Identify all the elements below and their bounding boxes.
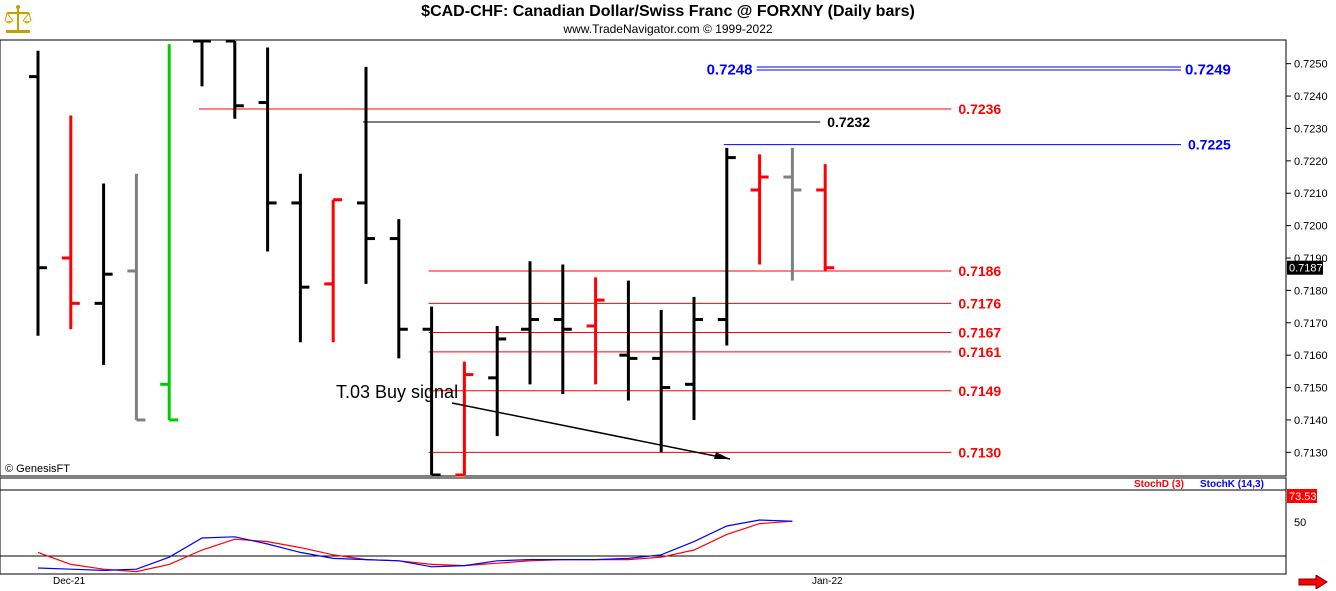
level-label-1: 0.7232 xyxy=(827,114,870,130)
level-label-6: 0.7161 xyxy=(958,344,1001,360)
ohlc-bar-2 xyxy=(94,183,113,365)
ohlc-bar-3 xyxy=(127,173,146,422)
ohlc-bar-22 xyxy=(750,154,769,265)
level-label-2: 0.7225 xyxy=(1188,137,1231,153)
current-price-box xyxy=(1287,260,1323,275)
y-tick-label-2: 0.7150 xyxy=(1294,383,1328,395)
y-tick-label-0: 0.7130 xyxy=(1294,447,1328,459)
buy-signal-arrow xyxy=(451,402,731,460)
stoch-k-line xyxy=(37,519,793,572)
level-label-4: 0.7176 xyxy=(958,295,1001,311)
x-label-dec: Dec-21 xyxy=(53,576,86,587)
chart-subtitle: www.TradeNavigator.com © 1999-2022 xyxy=(563,22,773,36)
ohlc-bar-19 xyxy=(652,309,671,453)
ohlc-bar-21 xyxy=(717,147,736,346)
scales-logo-icon xyxy=(4,5,32,33)
y-tick-label-9: 0.7220 xyxy=(1294,156,1328,168)
target-label-left: 0.7248 xyxy=(707,62,753,79)
chart-title: $CAD-CHF: Canadian Dollar/Swiss Franc @ … xyxy=(421,3,915,20)
scroll-right-arrow-icon[interactable] xyxy=(1298,575,1328,589)
x-label-jan: Jan-22 xyxy=(812,576,843,587)
chart-header: $CAD-CHF: Canadian Dollar/Swiss Franc @ … xyxy=(0,0,1336,40)
stoch-current-value: 73.53 xyxy=(1289,491,1317,503)
ohlc-bar-14 xyxy=(488,326,507,437)
y-tick-label-1: 0.7140 xyxy=(1294,415,1328,427)
stoch-tick-label: 50 xyxy=(1294,517,1306,529)
ohlc-bar-0 xyxy=(29,50,47,336)
level-label-8: 0.7130 xyxy=(958,444,1001,460)
ohlc-bar-10 xyxy=(357,66,375,284)
ohlc-bar-8 xyxy=(291,173,310,343)
level-label-7: 0.7149 xyxy=(958,383,1001,399)
ohlc-bar-12 xyxy=(422,306,441,477)
y-tick-label-4: 0.7170 xyxy=(1294,318,1328,330)
stoch-current-box xyxy=(1287,489,1317,503)
y-tick-label-8: 0.7210 xyxy=(1294,188,1328,200)
ohlc-bar-13 xyxy=(455,361,474,477)
ohlc-bar-24 xyxy=(816,164,835,271)
ohlc-bar-20 xyxy=(685,296,703,420)
level-label-3: 0.7186 xyxy=(958,263,1001,279)
ohlc-bar-5 xyxy=(193,39,211,87)
ohlc-bar-7 xyxy=(258,47,277,252)
y-tick-label-3: 0.7160 xyxy=(1294,350,1328,362)
y-tick-label-5: 0.7180 xyxy=(1294,285,1328,297)
copyright-label: © GenesisFT xyxy=(5,463,70,475)
buy-signal-annotation: T.03 Buy signal xyxy=(336,382,458,402)
ohlc-bar-9 xyxy=(324,198,343,343)
ohlc-bar-23 xyxy=(783,147,802,281)
buy-signal-arrowhead xyxy=(714,452,730,459)
stoch-panel-border xyxy=(0,477,1287,575)
ohlc-bar-15 xyxy=(521,261,539,385)
ohlc-bar-1 xyxy=(61,115,80,330)
current-price-label: 0.7187 xyxy=(1289,263,1323,275)
ohlc-bar-17 xyxy=(586,277,605,385)
ohlc-bar-6 xyxy=(225,39,244,119)
ohlc-bar-11 xyxy=(389,219,408,359)
y-tick-label-11: 0.7240 xyxy=(1294,91,1328,103)
ohlc-bar-18 xyxy=(619,280,638,401)
target-label-right: 0.7249 xyxy=(1185,62,1231,79)
y-tick-label-12: 0.7250 xyxy=(1294,59,1328,71)
y-tick-label-10: 0.7230 xyxy=(1294,123,1328,135)
level-label-0: 0.7236 xyxy=(958,101,1001,117)
price-panel-border xyxy=(0,39,1287,477)
ohlc-bar-16 xyxy=(553,264,572,395)
stoch-legend-d: StochD (3) xyxy=(1134,479,1184,490)
level-label-5: 0.7167 xyxy=(958,324,1001,340)
ohlc-bar-4 xyxy=(160,44,179,422)
chart-frame xyxy=(0,39,1287,575)
y-tick-label-7: 0.7200 xyxy=(1294,221,1328,233)
stoch-d-line xyxy=(37,520,793,573)
stoch-legend-k: StochK (14,3) xyxy=(1200,479,1264,490)
